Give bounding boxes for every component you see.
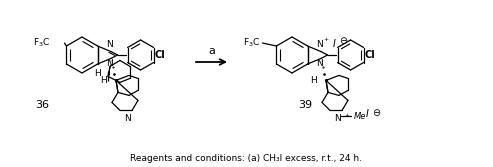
Text: Reagents and conditions: (a) CH₃I excess, r.t., 24 h.: Reagents and conditions: (a) CH₃I excess… — [130, 154, 362, 163]
Text: H: H — [100, 76, 107, 85]
Text: F$_3$C: F$_3$C — [243, 37, 260, 49]
Text: H: H — [95, 69, 102, 78]
Text: F$_3$C: F$_3$C — [33, 37, 50, 49]
Text: Me: Me — [354, 112, 366, 121]
Text: N: N — [317, 40, 323, 49]
Text: $\ominus$: $\ominus$ — [339, 35, 348, 46]
Text: 36: 36 — [35, 100, 49, 110]
Text: Cl: Cl — [365, 50, 375, 60]
Text: $^+$: $^+$ — [343, 112, 350, 121]
Text: N: N — [106, 40, 113, 49]
Text: N: N — [317, 59, 323, 68]
Text: I: I — [366, 109, 369, 119]
Text: N: N — [106, 59, 113, 68]
Text: N: N — [335, 114, 341, 123]
Text: $^+$: $^+$ — [322, 37, 330, 46]
Text: Cl: Cl — [155, 50, 165, 60]
Text: $\ominus$: $\ominus$ — [372, 107, 381, 118]
Text: 39: 39 — [298, 100, 312, 110]
Text: N: N — [125, 114, 131, 123]
Text: a: a — [208, 46, 215, 56]
Text: H: H — [310, 76, 317, 85]
Text: I: I — [333, 39, 336, 49]
